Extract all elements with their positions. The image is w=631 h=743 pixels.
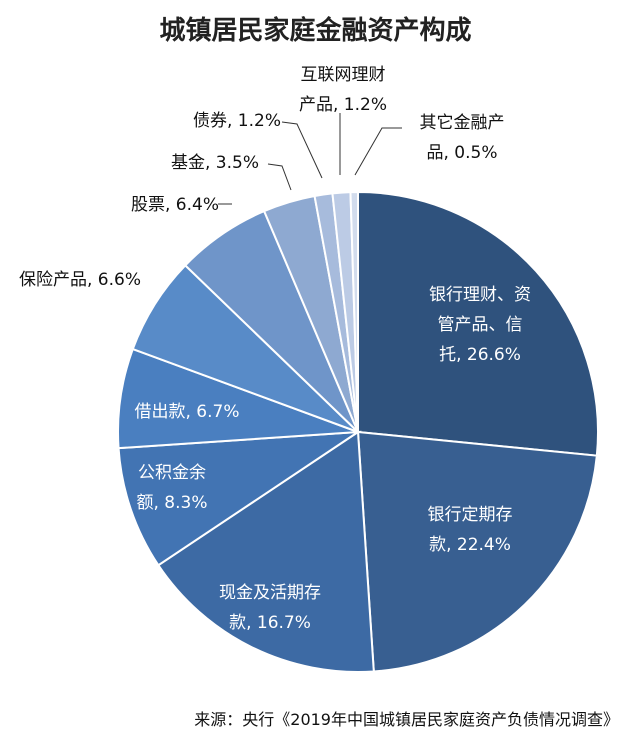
source-note: 来源：央行《2019年中国城镇居民家庭资产负债情况调查》 (194, 710, 619, 729)
slice-label: 借出款, 6.7% (135, 402, 240, 422)
slice-label: 基金, 3.5% (171, 153, 259, 173)
pie-slice (117, 430, 362, 567)
slice-label: 互联网理财产品, 1.2% (299, 65, 387, 115)
leader-line (281, 121, 323, 179)
slice-label: 银行定期存款, 22.4% (428, 505, 513, 555)
slice-label: 其它金融产品, 0.5% (420, 113, 505, 163)
leader-line (354, 127, 402, 176)
slice-label: 债券, 1.2% (193, 111, 281, 131)
pie-slice (349, 190, 359, 433)
pie-slice (156, 430, 375, 673)
pie-slice (357, 190, 599, 457)
slice-label: 股票, 6.4% (131, 195, 219, 215)
slice-label: 公积金余额, 8.3% (137, 463, 208, 513)
slice-label: 保险产品, 6.6% (19, 270, 141, 290)
slice-label: 银行理财、资管产品、信托, 26.6% (429, 285, 531, 365)
slice-label: 现金及活期存款, 16.7% (219, 583, 321, 633)
pie-slice (356, 430, 598, 673)
chart-title: 城镇居民家庭金融资产构成 (159, 16, 472, 46)
leader-line (267, 163, 292, 191)
